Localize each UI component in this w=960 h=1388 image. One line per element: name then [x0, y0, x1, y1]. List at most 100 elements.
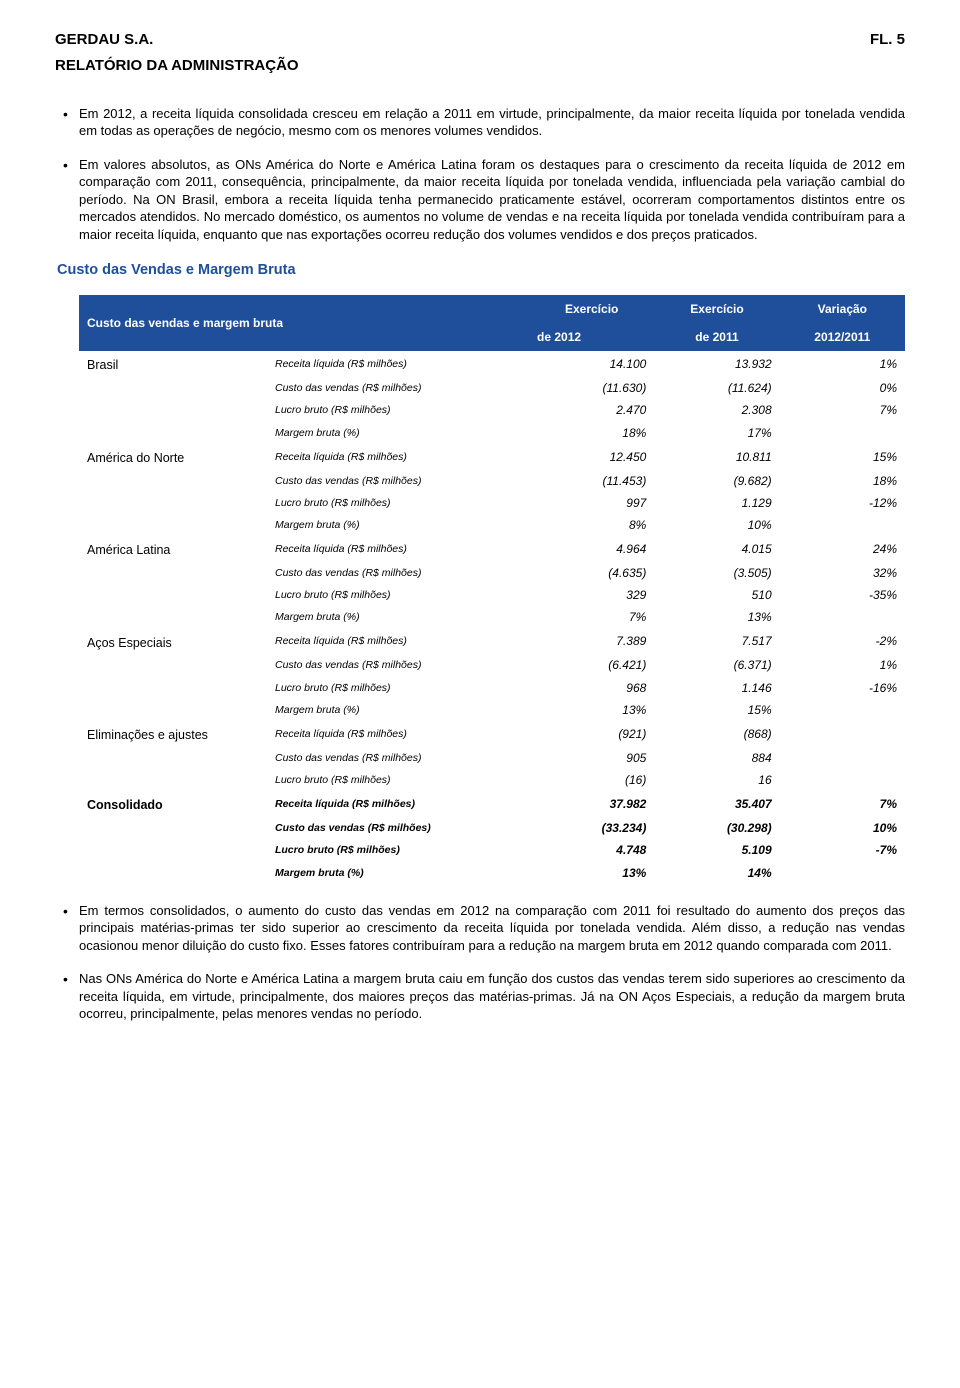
table-row: Margem bruta (%)13%15% — [79, 699, 905, 721]
col-var-l1: Variação — [780, 295, 905, 323]
value-cell: 15% — [654, 699, 779, 721]
value-cell: (6.421) — [529, 654, 654, 676]
value-cell: (11.624) — [654, 377, 779, 399]
segment-name: Brasil — [79, 351, 267, 377]
paragraph-3: Em termos consolidados, o aumento do cus… — [55, 902, 905, 955]
table-row: Lucro bruto (R$ milhões)9971.129-12% — [79, 492, 905, 514]
table-body: Brasil Receita líquida (R$ milhões) 14.100… — [79, 351, 905, 883]
table-row: Custo das vendas (R$ milhões)(4.635)(3.5… — [79, 562, 905, 584]
table-row: Lucro bruto (R$ milhões)329510-35% — [79, 584, 905, 606]
value-cell: 968 — [529, 677, 654, 699]
value-cell: 5.109 — [654, 839, 779, 861]
value-cell: (33.234) — [529, 817, 654, 839]
segment-name — [79, 839, 267, 861]
value-cell: 13.932 — [654, 351, 779, 377]
value-cell: 329 — [529, 584, 654, 606]
value-cell: 2.308 — [654, 399, 779, 421]
metric-label: Custo das vendas (R$ milhões) — [267, 377, 529, 399]
metric-label: Receita líquida (R$ milhões) — [267, 444, 529, 470]
value-cell: 510 — [654, 584, 779, 606]
value-cell: (3.505) — [654, 562, 779, 584]
metric-label: Lucro bruto (R$ milhões) — [267, 769, 529, 791]
table-row: BrasilReceita líquida (R$ milhões)14.100… — [79, 351, 905, 377]
table-row: Custo das vendas (R$ milhões)(11.630)(11… — [79, 377, 905, 399]
page-header: GERDAU S.A. FL. 5 — [55, 30, 905, 50]
value-cell: (921) — [529, 721, 654, 747]
metric-label: Lucro bruto (R$ milhões) — [267, 492, 529, 514]
table-title: Custo das vendas e margem bruta — [79, 295, 529, 351]
col-2012-l1: Exercício — [529, 295, 654, 323]
value-cell: 7% — [780, 399, 905, 421]
value-cell: 997 — [529, 492, 654, 514]
value-cell: 35.407 — [654, 791, 779, 817]
table-row: América LatinaReceita líquida (R$ milhõe… — [79, 536, 905, 562]
segment-name — [79, 862, 267, 884]
paragraph-4: Nas ONs América do Norte e América Latin… — [55, 970, 905, 1023]
paragraph-2: Em valores absolutos, as ONs América do … — [55, 156, 905, 244]
value-cell: (9.682) — [654, 470, 779, 492]
metric-label: Receita líquida (R$ milhões) — [267, 791, 529, 817]
value-cell: 10.811 — [654, 444, 779, 470]
table-row: Lucro bruto (R$ milhões)9681.146-16% — [79, 677, 905, 699]
table-row: Margem bruta (%)18%17% — [79, 422, 905, 444]
table-row: Lucro bruto (R$ milhões)2.4702.3087% — [79, 399, 905, 421]
metric-label: Lucro bruto (R$ milhões) — [267, 584, 529, 606]
value-cell: 14.100 — [529, 351, 654, 377]
segment-name — [79, 677, 267, 699]
table-row: Margem bruta (%)13%14% — [79, 862, 905, 884]
value-cell — [780, 747, 905, 769]
value-cell: 1% — [780, 351, 905, 377]
metric-label: Lucro bruto (R$ milhões) — [267, 839, 529, 861]
value-cell: 12.450 — [529, 444, 654, 470]
metric-label: Custo das vendas (R$ milhões) — [267, 654, 529, 676]
metric-label: Margem bruta (%) — [267, 514, 529, 536]
table-row: Custo das vendas (R$ milhões)905884 — [79, 747, 905, 769]
segment-name — [79, 606, 267, 628]
segment-name: Consolidado — [79, 791, 267, 817]
col-2011-l2: de 2011 — [654, 323, 779, 351]
report-title: RELATÓRIO DA ADMINISTRAÇÃO — [55, 56, 905, 76]
value-cell: -12% — [780, 492, 905, 514]
value-cell — [780, 699, 905, 721]
value-cell: 7% — [529, 606, 654, 628]
table-row: Lucro bruto (R$ milhões)4.7485.109-7% — [79, 839, 905, 861]
value-cell: 905 — [529, 747, 654, 769]
value-cell: 10% — [780, 817, 905, 839]
segment-name — [79, 817, 267, 839]
value-cell: 18% — [780, 470, 905, 492]
value-cell: 13% — [654, 606, 779, 628]
value-cell: -7% — [780, 839, 905, 861]
col-var-l2: 2012/2011 — [780, 323, 905, 351]
metric-label: Lucro bruto (R$ milhões) — [267, 399, 529, 421]
value-cell: -35% — [780, 584, 905, 606]
value-cell: 16 — [654, 769, 779, 791]
value-cell: (16) — [529, 769, 654, 791]
metric-label: Custo das vendas (R$ milhões) — [267, 470, 529, 492]
col-2012-l2: de 2012 — [529, 323, 654, 351]
value-cell: 884 — [654, 747, 779, 769]
segment-name — [79, 470, 267, 492]
value-cell — [780, 721, 905, 747]
value-cell: 1.146 — [654, 677, 779, 699]
value-cell: 14% — [654, 862, 779, 884]
paragraph-1: Em 2012, a receita líquida consolidada c… — [55, 105, 905, 140]
value-cell — [780, 862, 905, 884]
value-cell: (4.635) — [529, 562, 654, 584]
value-cell: 7.389 — [529, 629, 654, 655]
segment-name: Eliminações e ajustes — [79, 721, 267, 747]
segment-name — [79, 747, 267, 769]
value-cell: 1% — [780, 654, 905, 676]
segment-name — [79, 377, 267, 399]
company-name: GERDAU S.A. — [55, 30, 153, 50]
segment-name — [79, 769, 267, 791]
value-cell — [780, 422, 905, 444]
value-cell: 2.470 — [529, 399, 654, 421]
segment-name — [79, 654, 267, 676]
table-row: Margem bruta (%)7%13% — [79, 606, 905, 628]
table-row: ConsolidadoReceita líquida (R$ milhões) 3… — [79, 791, 905, 817]
value-cell: 4.748 — [529, 839, 654, 861]
table-row: Custo das vendas (R$ milhões)(33.234)(30… — [79, 817, 905, 839]
value-cell: 17% — [654, 422, 779, 444]
value-cell: 24% — [780, 536, 905, 562]
segment-name: Aços Especiais — [79, 629, 267, 655]
